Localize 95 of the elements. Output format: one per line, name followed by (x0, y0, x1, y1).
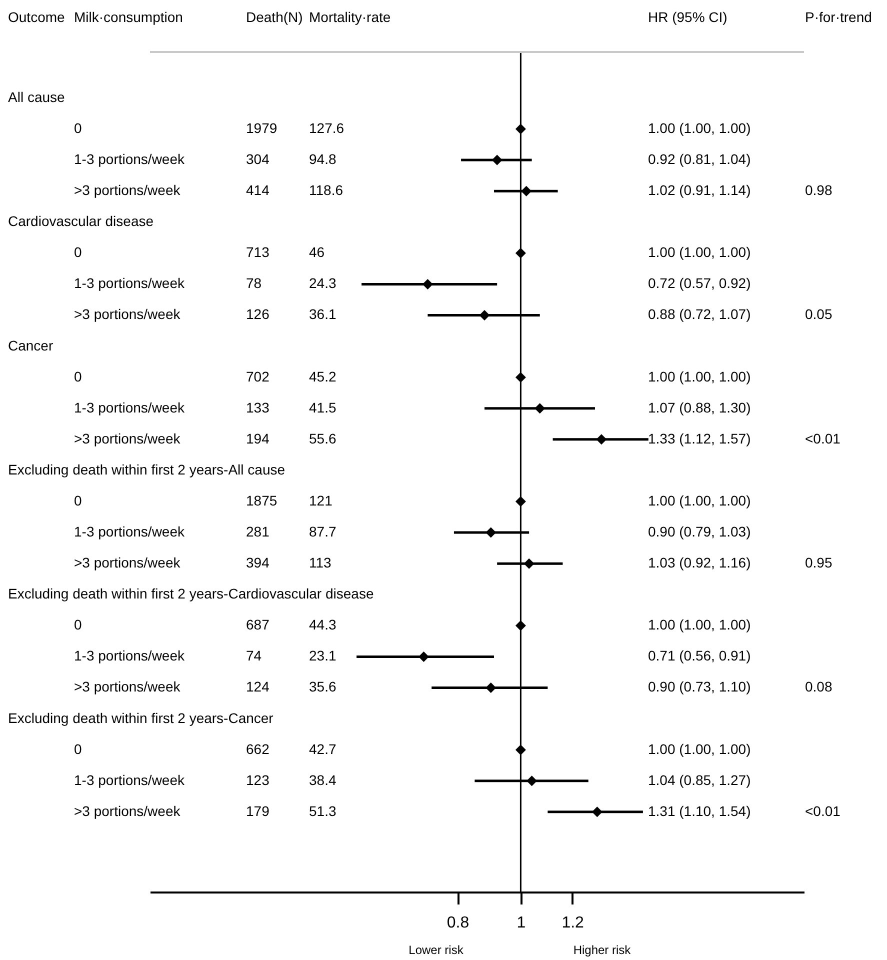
text: 687 (246, 616, 270, 633)
text: 1.00 (1.00, 1.00) (648, 616, 751, 633)
annotation: Excluding death within first 2 years-All cause (8, 461, 286, 478)
text: 1.31 (1.10, 1.54) (648, 802, 751, 819)
text: 126 (246, 306, 270, 322)
y-tick-label: >3 portions/week (74, 554, 182, 571)
text: 0.71 (0.56, 0.91) (648, 648, 751, 664)
text: 394 (246, 554, 270, 571)
text: 123 (246, 772, 270, 788)
text: 194 (246, 430, 270, 446)
y-tick-label: 0 (74, 368, 82, 384)
text: 0.88 (0.72, 1.07) (648, 306, 751, 322)
text: 36.1 (309, 306, 336, 322)
text: 78 (246, 275, 262, 292)
annotation: Excluding death within first 2 years-Cancer (8, 710, 274, 726)
text: Higher risk (573, 943, 632, 957)
y-tick-label: 1-3 portions/week (74, 275, 186, 292)
text: Outcome (8, 9, 66, 25)
text: 24.3 (309, 275, 336, 292)
text: 113 (309, 554, 332, 571)
y-tick-label: 1-3 portions/week (74, 648, 186, 664)
text: 87.7 (309, 524, 336, 540)
text: 133 (246, 399, 270, 416)
text: 414 (246, 182, 270, 198)
text: 1.00 (1.00, 1.00) (648, 492, 751, 508)
text: 23.1 (309, 648, 336, 664)
text: 1.00 (1.00, 1.00) (648, 368, 751, 384)
text: 1875 (246, 492, 278, 508)
text: 0.72 (0.57, 0.92) (648, 275, 751, 292)
annotation: Cardiovascular disease (8, 213, 154, 230)
y-tick-label: 0 (74, 740, 82, 757)
x-tick-label: 1.2 (562, 914, 584, 932)
text: 124 (246, 678, 270, 695)
y-tick-label: 1-3 portions/week (74, 399, 186, 416)
text: 0.95 (805, 554, 832, 571)
text: HR (95% CI) (648, 9, 728, 25)
text: 702 (246, 368, 270, 384)
y-tick-label: >3 portions/week (74, 678, 182, 695)
y-tick-label: >3 portions/week (74, 306, 182, 322)
text: 0.92 (0.81, 1.04) (648, 151, 751, 168)
text: 127.6 (309, 120, 344, 136)
text: 304 (246, 151, 270, 168)
y-tick-label: 1-3 portions/week (74, 524, 186, 540)
x-tick-label: 1 (516, 914, 526, 932)
text: 51.3 (309, 802, 336, 819)
text: 118.6 (309, 182, 343, 198)
text: 1.33 (1.12, 1.57) (648, 430, 751, 446)
text: 38.4 (309, 772, 336, 788)
text: 179 (246, 802, 270, 819)
text: 46 (309, 244, 325, 260)
y-tick-label: >3 portions/week (74, 430, 182, 446)
text: Cancer (8, 337, 54, 354)
text: 0.08 (805, 678, 832, 695)
text: 713 (246, 244, 270, 260)
text: 1.02 (0.91, 1.14) (648, 182, 751, 198)
text: Mortality·rate (309, 9, 391, 25)
text: <0.01 (805, 430, 840, 446)
y-tick-label: 1-3 portions/week (74, 772, 186, 788)
text: 1.04 (0.85, 1.27) (648, 772, 751, 788)
text: 44.3 (309, 616, 336, 633)
y-tick-label: >3 portions/week (74, 182, 182, 198)
text: 55.6 (309, 430, 336, 446)
text: 1.00 (1.00, 1.00) (648, 740, 751, 757)
text: 0.90 (0.79, 1.03) (648, 524, 751, 540)
text: 74 (246, 648, 262, 664)
text: 45.2 (309, 368, 336, 384)
text: 121 (309, 492, 332, 508)
text: Lower risk (408, 943, 464, 957)
annotation: Excluding death within first 2 years-Cardiovascular disease (8, 586, 374, 602)
text: All cause (8, 88, 66, 105)
text: 1.07 (0.88, 1.30) (648, 399, 751, 416)
text: 1979 (246, 120, 278, 136)
x-tick-label: 0.8 (446, 914, 470, 932)
text: 1.00 (1.00, 1.00) (648, 120, 751, 136)
text: 94.8 (309, 151, 336, 168)
y-tick-label: 0 (74, 492, 82, 508)
y-tick-label: 1-3 portions/week (74, 151, 186, 168)
text: 0.90 (0.73, 1.10) (648, 678, 751, 695)
text: 0.98 (805, 182, 832, 198)
text: Death(N) (246, 9, 303, 25)
text: 41.5 (309, 399, 336, 416)
y-axis-title: Milk·consumption (74, 9, 183, 25)
text: 1.00 (1.00, 1.00) (648, 244, 751, 260)
y-tick-label: 0 (74, 616, 82, 633)
text: 35.6 (309, 678, 336, 695)
text: 1.03 (0.92, 1.16) (648, 554, 751, 571)
y-tick-label: >3 portions/week (74, 802, 182, 819)
y-tick-label: 0 (74, 120, 82, 136)
text: P·for·trend (805, 9, 872, 25)
text: <0.01 (805, 802, 840, 819)
text: 42.7 (309, 740, 336, 757)
text: 0.05 (805, 306, 832, 322)
text: 662 (246, 740, 270, 757)
text: 281 (246, 524, 270, 540)
y-tick-label: 0 (74, 244, 82, 260)
